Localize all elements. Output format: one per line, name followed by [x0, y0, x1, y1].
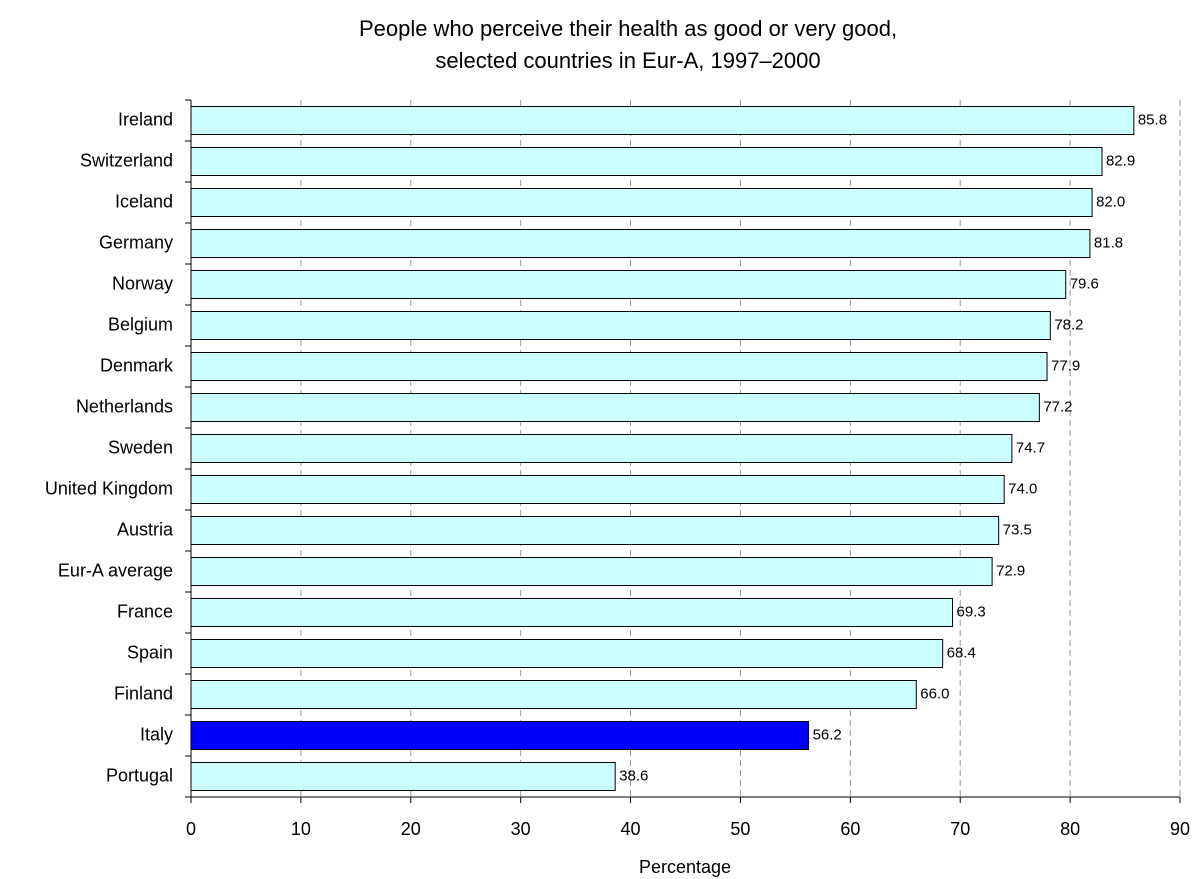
value-label: 73.5: [1003, 521, 1032, 538]
value-label: 72.9: [996, 562, 1025, 579]
y-tick-label: Sweden: [108, 437, 173, 457]
bar: [190, 516, 1000, 545]
x-tick-label: 60: [840, 819, 860, 839]
x-tick-label: 50: [730, 819, 750, 839]
x-tick-label: 20: [401, 819, 421, 839]
chart-title: selected countries in Eur-A, 1997–2000: [435, 48, 820, 73]
chart-title: People who perceive their health as good…: [359, 16, 897, 41]
bar: [190, 229, 1091, 258]
y-tick-label: Switzerland: [80, 150, 173, 170]
value-label: 82.0: [1096, 193, 1125, 210]
bar: [190, 270, 1067, 299]
y-tick-label: Denmark: [100, 355, 174, 375]
value-label: 77.2: [1043, 398, 1072, 415]
y-tick-label: Italy: [140, 724, 173, 744]
y-tick-label: Ireland: [118, 109, 173, 129]
value-label: 77.9: [1051, 357, 1080, 374]
value-label: 81.8: [1094, 234, 1123, 251]
y-tick-label: Belgium: [108, 314, 173, 334]
bar: [190, 598, 954, 627]
value-label: 38.6: [619, 767, 648, 784]
x-axis-label: Percentage: [639, 857, 731, 877]
value-label: 74.0: [1008, 480, 1037, 497]
bar: [190, 639, 944, 668]
bar: [190, 393, 1040, 422]
value-label: 66.0: [920, 685, 949, 702]
value-label: 78.2: [1054, 316, 1083, 333]
bar: [190, 680, 917, 709]
value-label: 85.8: [1138, 111, 1167, 128]
value-label: 69.3: [957, 603, 986, 620]
y-tick-label: Finland: [114, 683, 173, 703]
bar: [190, 762, 616, 791]
x-tick-label: 90: [1170, 819, 1190, 839]
value-label: 82.9: [1106, 152, 1135, 169]
y-tick-label: Portugal: [106, 765, 173, 785]
y-tick-label: Norway: [112, 273, 173, 293]
y-tick-label: United Kingdom: [45, 478, 173, 498]
bar: [190, 147, 1103, 176]
bar: [190, 721, 810, 750]
y-tick-label: Germany: [99, 232, 173, 252]
x-tick-label: 70: [950, 819, 970, 839]
bar: [190, 311, 1051, 340]
x-tick-label: 40: [621, 819, 641, 839]
y-tick-label: Spain: [127, 642, 173, 662]
bar: [190, 557, 993, 586]
value-label: 74.7: [1016, 439, 1045, 456]
value-label: 56.2: [813, 726, 842, 743]
bar: [190, 475, 1005, 504]
x-tick-label: 0: [186, 819, 196, 839]
x-tick-label: 30: [511, 819, 531, 839]
bar: [190, 352, 1048, 381]
value-label: 68.4: [947, 644, 976, 661]
x-tick-label: 80: [1060, 819, 1080, 839]
y-tick-label: Iceland: [115, 191, 173, 211]
bar: [190, 188, 1093, 217]
bar: [190, 106, 1135, 135]
y-tick-label: France: [117, 601, 173, 621]
x-tick-label: 10: [291, 819, 311, 839]
y-tick-label: Eur-A average: [58, 560, 173, 580]
bar: [190, 434, 1013, 463]
y-tick-label: Netherlands: [76, 396, 173, 416]
value-label: 79.6: [1070, 275, 1099, 292]
y-tick-label: Austria: [117, 519, 174, 539]
